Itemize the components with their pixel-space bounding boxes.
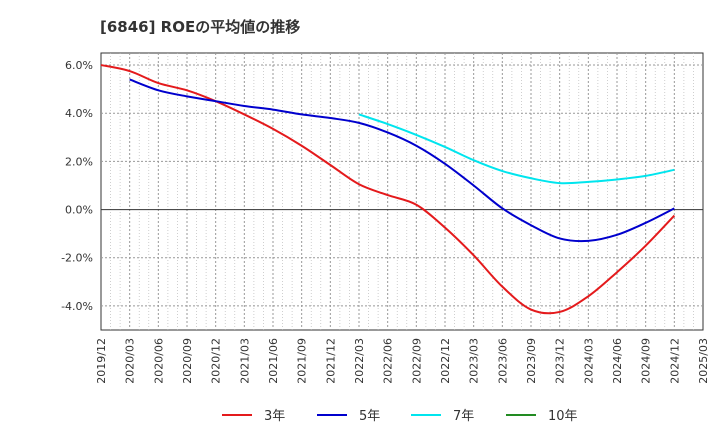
x-tick-label: 2022/03: [353, 338, 366, 384]
x-tick-label: 2023/06: [496, 338, 509, 384]
x-tick-label: 2022/09: [410, 338, 423, 384]
x-tick-label: 2021/03: [238, 338, 251, 384]
plot-frame: [100, 52, 704, 331]
x-tick-label: 2019/12: [95, 338, 108, 384]
x-tick-label: 2020/06: [152, 338, 165, 384]
series-line-0: [100, 64, 676, 315]
chart-title: [6846] ROEの平均値の推移: [100, 18, 300, 36]
y-tick-label: 0.0%: [65, 204, 93, 217]
x-tick-label: 2023/12: [554, 338, 567, 384]
y-axis-ticks: 6.0% 4.0% 2.0% 0.0% -2.0% -4.0%: [61, 59, 93, 313]
x-tick-label: 2023/09: [525, 338, 538, 384]
y-tick-label: -4.0%: [61, 300, 93, 313]
x-tick-label: 2023/03: [468, 338, 481, 384]
x-tick-label: 2024/12: [668, 338, 681, 384]
series-line-2: [358, 113, 675, 185]
series-line-1: [129, 78, 675, 243]
series-lines: [100, 64, 676, 315]
x-tick-label: 2020/03: [124, 338, 137, 384]
x-tick-label: 2024/09: [640, 338, 653, 384]
x-tick-label: 2021/12: [324, 338, 337, 384]
x-tick-label: 2024/03: [582, 338, 595, 384]
legend-label-3: 10年: [548, 409, 578, 424]
x-tick-label: 2022/12: [439, 338, 452, 384]
y-tick-label: 4.0%: [65, 107, 93, 120]
plot-area: [100, 52, 704, 331]
x-tick-label: 2024/06: [611, 338, 624, 384]
y-tick-label: -2.0%: [61, 252, 93, 265]
legend: 3年 5年 7年 10年: [222, 409, 578, 424]
legend-label-2: 7年: [453, 409, 474, 424]
legend-label-0: 3年: [264, 409, 285, 424]
y-tick-label: 6.0%: [65, 59, 93, 72]
x-axis-ticks: 2019/12 2020/03 2020/06 2020/09 2020/12 2021/…: [95, 338, 710, 384]
legend-label-1: 5年: [359, 409, 380, 424]
vertical-gridlines: [110, 53, 694, 330]
x-tick-label: 2020/12: [210, 338, 223, 384]
x-tick-label: 2020/09: [181, 338, 194, 384]
x-tick-label: 2021/06: [267, 338, 280, 384]
x-tick-label: 2025/03: [697, 338, 710, 384]
y-tick-label: 2.0%: [65, 155, 93, 168]
horizontal-gridlines: [101, 64, 703, 307]
x-tick-label: 2021/09: [296, 338, 309, 384]
x-tick-label: 2022/06: [382, 338, 395, 384]
